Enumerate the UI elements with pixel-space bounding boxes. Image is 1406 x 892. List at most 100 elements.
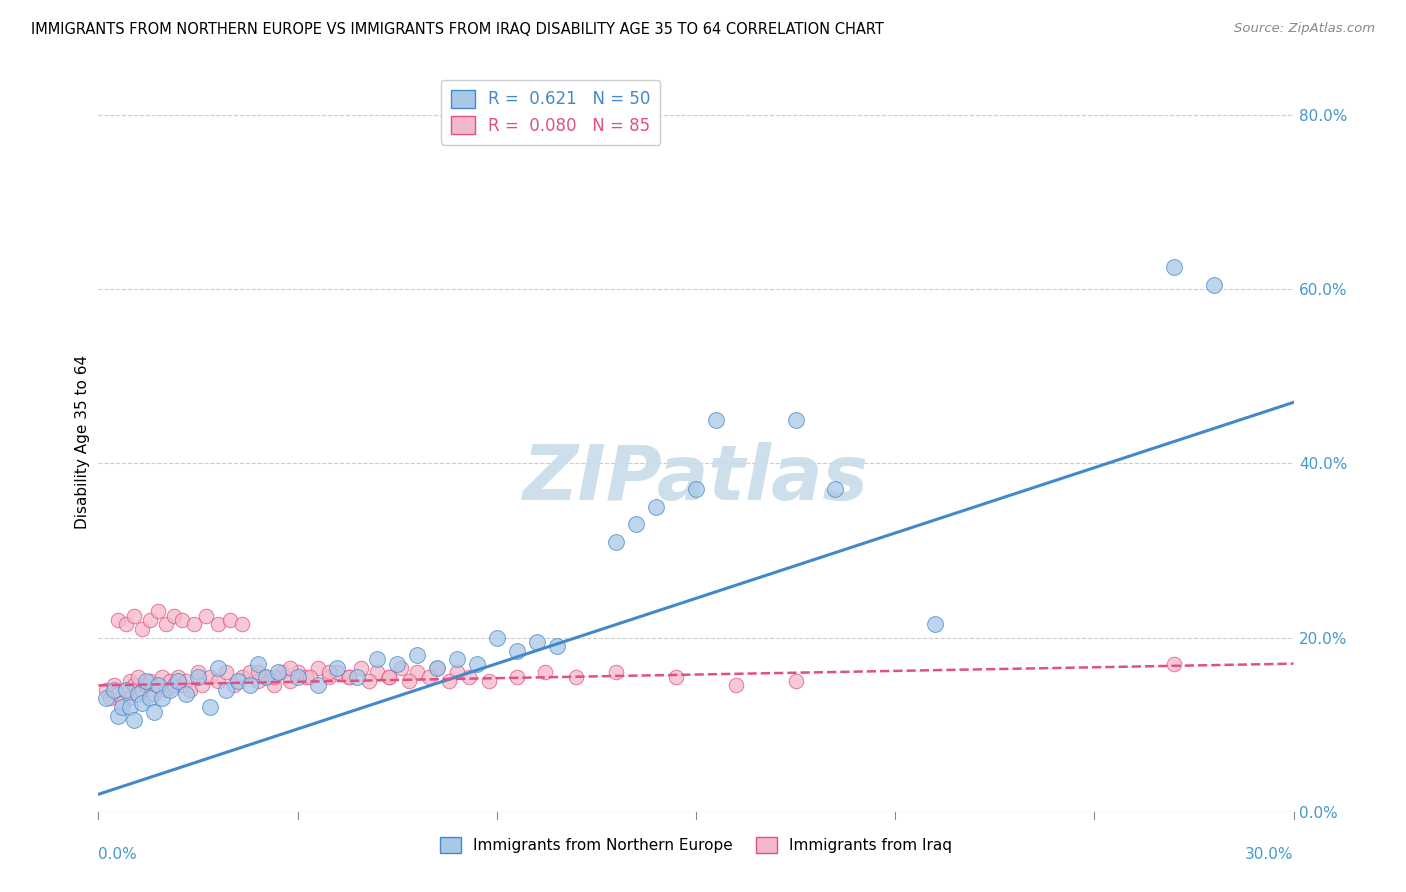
Point [124, 713, 146, 727]
Point [785, 674, 807, 689]
Point [626, 517, 648, 532]
Point [478, 674, 501, 689]
Point [307, 678, 329, 692]
Point [326, 665, 349, 680]
Point [645, 500, 668, 514]
Point [219, 613, 242, 627]
Point [267, 665, 290, 680]
Point [222, 678, 245, 692]
Point [785, 413, 807, 427]
Point [207, 661, 229, 675]
Point [231, 670, 253, 684]
Point [294, 670, 316, 684]
Point [270, 665, 292, 680]
Point [426, 661, 449, 675]
Point [378, 670, 401, 684]
Point [150, 691, 173, 706]
Point [195, 608, 218, 623]
Point [533, 665, 555, 680]
Point [724, 678, 747, 692]
Point [366, 652, 388, 666]
Point [924, 617, 946, 632]
Point [1163, 657, 1185, 671]
Legend: Immigrants from Northern Europe, Immigrants from Iraq: Immigrants from Northern Europe, Immigra… [433, 830, 959, 860]
Point [131, 682, 153, 697]
Point [446, 652, 468, 666]
Point [605, 534, 627, 549]
Point [155, 682, 177, 697]
Point [506, 643, 529, 657]
Point [103, 682, 125, 697]
Point [485, 631, 508, 645]
Point [278, 661, 301, 675]
Point [120, 691, 142, 706]
Point [111, 700, 134, 714]
Point [159, 674, 181, 689]
Point [704, 413, 727, 427]
Point [107, 709, 129, 723]
Point [685, 483, 707, 497]
Point [446, 665, 468, 680]
Point [359, 674, 381, 689]
Point [139, 691, 162, 706]
Point [98, 691, 122, 706]
Point [346, 670, 368, 684]
Point [287, 670, 309, 684]
Point [174, 674, 197, 689]
Point [155, 617, 177, 632]
Point [139, 613, 162, 627]
Point [207, 617, 229, 632]
Point [406, 648, 429, 662]
Text: Source: ZipAtlas.com: Source: ZipAtlas.com [1234, 22, 1375, 36]
Point [135, 674, 157, 689]
Point [131, 622, 153, 636]
Point [163, 608, 186, 623]
Point [565, 670, 588, 684]
Point [307, 661, 329, 675]
Point [159, 682, 181, 697]
Point [150, 670, 173, 684]
Point [174, 687, 197, 701]
Text: ZIPatlas: ZIPatlas [523, 442, 869, 516]
Point [263, 670, 285, 684]
Point [231, 617, 253, 632]
Point [254, 670, 277, 684]
Point [287, 665, 309, 680]
Point [246, 674, 269, 689]
Point [120, 700, 142, 714]
Point [163, 678, 186, 692]
Point [107, 613, 129, 627]
Point [366, 665, 388, 680]
Point [298, 670, 321, 684]
Point [148, 678, 170, 692]
Point [398, 674, 420, 689]
Point [187, 670, 209, 684]
Point [824, 483, 846, 497]
Point [239, 678, 262, 692]
Point [148, 604, 170, 618]
Point [665, 670, 688, 684]
Point [111, 696, 134, 710]
Point [215, 682, 238, 697]
Point [339, 670, 361, 684]
Point [246, 665, 269, 680]
Point [179, 682, 201, 697]
Point [378, 670, 401, 684]
Point [339, 670, 361, 684]
Point [1163, 260, 1185, 275]
Point [198, 700, 221, 714]
Text: 30.0%: 30.0% [1246, 847, 1294, 862]
Point [172, 678, 194, 692]
Point [506, 670, 529, 684]
Point [131, 696, 153, 710]
Text: IMMIGRANTS FROM NORTHERN EUROPE VS IMMIGRANTS FROM IRAQ DISABILITY AGE 35 TO 64 : IMMIGRANTS FROM NORTHERN EUROPE VS IMMIG… [31, 22, 884, 37]
Point [139, 674, 162, 689]
Point [254, 670, 277, 684]
Point [437, 674, 460, 689]
Text: 0.0%: 0.0% [98, 847, 138, 862]
Point [107, 687, 129, 701]
Point [115, 682, 138, 697]
Point [103, 678, 125, 692]
Point [546, 639, 568, 653]
Point [127, 687, 149, 701]
